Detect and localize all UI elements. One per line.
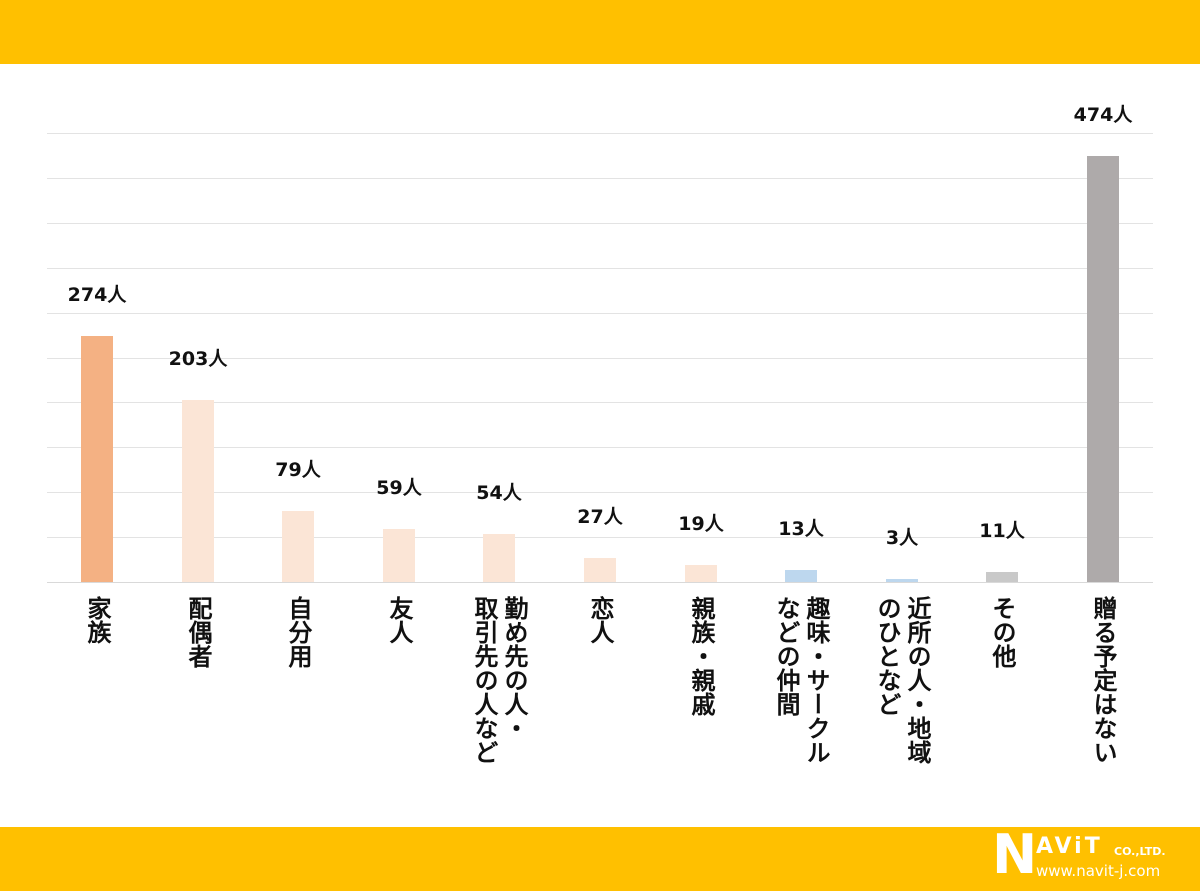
navit-logo: N AViT CO.,LTD. www.navit-j.com [992, 828, 1192, 886]
data-label: 474人 [1073, 104, 1133, 126]
data-label: 27人 [577, 506, 623, 528]
bar [685, 565, 717, 582]
category-label: 恋人 [586, 596, 614, 644]
logo-suffix: CO.,LTD. [1114, 845, 1166, 858]
bottom-banner [0, 827, 1200, 891]
logo-initial: N [992, 823, 1038, 886]
data-label: 274人 [67, 284, 127, 306]
gridline [47, 447, 1153, 448]
bar [282, 511, 314, 582]
x-axis-baseline [47, 582, 1153, 583]
bar [81, 336, 113, 582]
category-label: 趣味・サークル などの仲間 [772, 596, 830, 764]
bar [986, 572, 1018, 582]
category-label: 友人 [385, 596, 413, 644]
gridline [47, 537, 1153, 538]
data-label: 11人 [979, 520, 1025, 542]
bar [383, 529, 415, 582]
top-banner [0, 0, 1200, 64]
category-label: 親族・親戚 [687, 596, 715, 716]
category-label: 自分用 [284, 596, 312, 668]
data-label: 59人 [376, 477, 422, 499]
gridline [47, 358, 1153, 359]
data-label: 79人 [275, 459, 321, 481]
bar [886, 579, 918, 582]
gridline [47, 133, 1153, 134]
gridline [47, 223, 1153, 224]
gridline [47, 313, 1153, 314]
category-label: その他 [988, 596, 1016, 668]
category-label: 家族 [83, 596, 111, 644]
bar [584, 558, 616, 582]
category-label: 勤め先の人・ 取引先の人など [470, 596, 528, 764]
gridline [47, 178, 1153, 179]
logo-url: www.navit-j.com [1036, 862, 1161, 880]
category-label: 近所の人・地域 のひとなど [873, 596, 931, 764]
data-label: 203人 [168, 348, 228, 370]
gridline [47, 492, 1153, 493]
bar [1087, 156, 1119, 582]
data-label: 54人 [476, 482, 522, 504]
logo-name: AViT [1036, 834, 1103, 859]
data-label: 13人 [778, 518, 824, 540]
gridline [47, 268, 1153, 269]
gridline [47, 402, 1153, 403]
category-label: 配偶者 [184, 596, 212, 668]
bar [483, 534, 515, 582]
bar [182, 400, 214, 582]
bar [785, 570, 817, 582]
data-label: 3人 [885, 527, 919, 549]
category-label: 贈る予定はない [1089, 596, 1117, 764]
data-label: 19人 [678, 513, 724, 535]
